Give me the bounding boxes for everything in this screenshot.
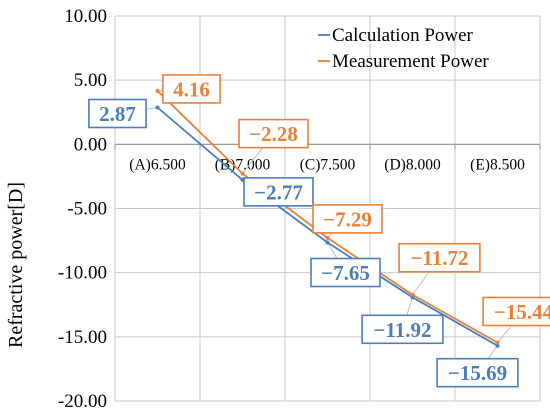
y-tick-label: -5.00 <box>67 199 107 220</box>
data-label-box <box>238 118 309 149</box>
axes <box>114 143 541 150</box>
y-tick-labels: 10.00 5.00 0.00 -5.00 -10.00 -15.00 -20.00 <box>58 6 107 412</box>
y-axis-title: Refractive power[D] <box>5 182 27 348</box>
data-label-box <box>436 357 519 388</box>
category-label: (A)6.500 <box>129 156 186 173</box>
data-label: −15.44 <box>494 300 550 324</box>
data-point <box>410 292 415 297</box>
data-point <box>495 340 500 345</box>
category-label: (B)7.000 <box>215 156 271 173</box>
data-label-box <box>88 98 147 129</box>
legend-entry: Calculation Power <box>332 25 474 46</box>
data-labels: 2.87 −2.77 −7.65 −11.92 −15.69 4.16 −2.28 −7.29… <box>88 74 550 388</box>
y-tick-label: -10.00 <box>58 263 107 284</box>
data-label-box <box>162 74 221 104</box>
data-label-box <box>482 296 550 327</box>
y-tick-label: -20.00 <box>58 391 107 412</box>
data-label: −7.65 <box>321 261 370 285</box>
data-label: −2.28 <box>249 122 298 146</box>
data-point <box>325 240 330 245</box>
data-label: −2.77 <box>254 180 303 204</box>
data-label-box <box>310 257 381 288</box>
data-label-box <box>361 314 444 345</box>
data-label: −11.92 <box>373 318 431 342</box>
data-label: −11.72 <box>410 246 468 270</box>
data-label-box <box>312 204 383 234</box>
data-point <box>155 105 160 110</box>
y-tick-label: 10.00 <box>64 6 107 27</box>
series-lines <box>155 88 500 348</box>
data-point <box>155 88 160 93</box>
y-tick-label: 5.00 <box>74 70 107 91</box>
data-label: 4.16 <box>173 77 210 101</box>
category-label: (C)7.500 <box>300 156 356 173</box>
category-labels: (A)6.500 (B)7.000 (C)7.500 (D)8.000 (E)8.500 <box>129 156 525 173</box>
y-tick-label: -15.00 <box>58 327 107 348</box>
data-point <box>495 343 500 348</box>
data-label-box <box>398 242 481 273</box>
data-label: 2.87 <box>99 102 136 126</box>
legend: Calculation Power Measurement Power <box>318 25 489 72</box>
data-label: −15.69 <box>448 361 507 385</box>
legend-entry: Measurement Power <box>332 51 489 72</box>
data-label-box <box>243 177 314 207</box>
data-point <box>240 171 245 176</box>
data-point <box>325 235 330 240</box>
category-label: (D)8.000 <box>384 156 441 173</box>
y-tick-label: 0.00 <box>74 134 107 155</box>
category-label: (E)8.500 <box>470 156 525 173</box>
data-label: −7.29 <box>323 207 372 231</box>
